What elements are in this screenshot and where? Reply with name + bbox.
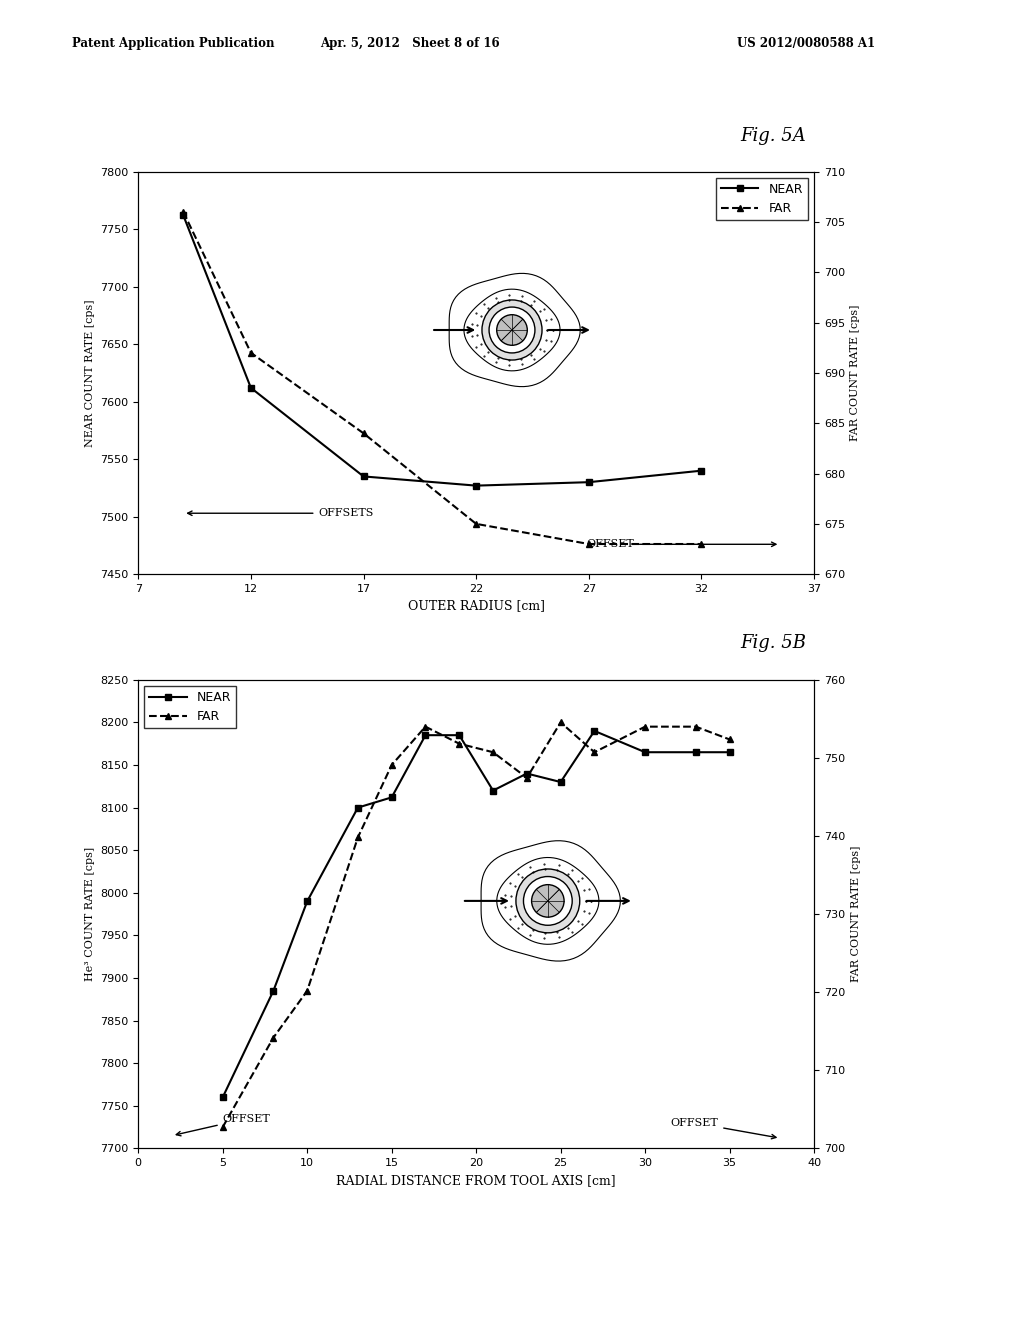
FAR <box>588 744 600 760</box>
X-axis label: RADIAL DISTANCE FROM TOOL AXIS [cm]: RADIAL DISTANCE FROM TOOL AXIS [cm] <box>336 1173 616 1187</box>
Circle shape <box>531 884 564 917</box>
NEAR <box>723 744 735 760</box>
NEAR <box>385 789 397 805</box>
FAR <box>267 1030 280 1045</box>
NEAR <box>520 766 532 781</box>
FAR <box>695 536 708 552</box>
NEAR <box>352 800 365 816</box>
NEAR <box>690 744 702 760</box>
FAR <box>453 735 465 751</box>
Circle shape <box>497 314 527 346</box>
Line: FAR: FAR <box>219 719 733 1130</box>
NEAR <box>301 894 313 909</box>
Text: Apr. 5, 2012   Sheet 8 of 16: Apr. 5, 2012 Sheet 8 of 16 <box>319 37 500 50</box>
NEAR <box>639 744 651 760</box>
Circle shape <box>523 876 572 925</box>
Text: US 2012/0080588 A1: US 2012/0080588 A1 <box>737 37 876 50</box>
NEAR <box>217 1089 229 1105</box>
FAR <box>520 770 532 785</box>
Circle shape <box>516 869 580 933</box>
Circle shape <box>482 300 542 360</box>
Y-axis label: FAR COUNT RATE [cps]: FAR COUNT RATE [cps] <box>851 305 860 441</box>
FAR <box>385 758 397 774</box>
FAR <box>177 203 189 219</box>
NEAR <box>267 983 280 999</box>
NEAR <box>588 723 600 739</box>
FAR <box>639 718 651 734</box>
Text: OFFSETS: OFFSETS <box>187 508 374 519</box>
NEAR <box>487 783 500 799</box>
Legend: NEAR, FAR: NEAR, FAR <box>144 686 237 729</box>
Text: OFFSET: OFFSET <box>671 1118 776 1139</box>
Circle shape <box>489 308 535 352</box>
FAR <box>723 731 735 747</box>
FAR <box>420 718 432 734</box>
NEAR <box>453 727 465 743</box>
NEAR <box>177 207 189 223</box>
FAR <box>690 718 702 734</box>
Line: NEAR: NEAR <box>219 727 733 1101</box>
FAR <box>217 1119 229 1135</box>
Text: Fig. 5A: Fig. 5A <box>740 127 806 145</box>
X-axis label: OUTER RADIUS [cm]: OUTER RADIUS [cm] <box>408 599 545 612</box>
FAR <box>301 983 313 999</box>
Y-axis label: He³ COUNT RATE [cps]: He³ COUNT RATE [cps] <box>85 847 94 981</box>
Text: Patent Application Publication: Patent Application Publication <box>72 37 274 50</box>
FAR <box>357 425 370 441</box>
NEAR <box>583 474 595 490</box>
NEAR <box>695 463 708 479</box>
NEAR <box>470 478 482 494</box>
Legend: NEAR, FAR: NEAR, FAR <box>716 178 808 220</box>
NEAR <box>357 469 370 484</box>
Text: OFFSET: OFFSET <box>176 1114 270 1135</box>
Y-axis label: FAR COUNT RATE [cps]: FAR COUNT RATE [cps] <box>851 846 860 982</box>
Text: OFFSET: OFFSET <box>586 540 776 549</box>
FAR <box>245 345 257 360</box>
NEAR <box>245 380 257 396</box>
NEAR <box>555 774 567 789</box>
Y-axis label: NEAR COUNT RATE [cps]: NEAR COUNT RATE [cps] <box>85 300 94 446</box>
FAR <box>555 714 567 730</box>
FAR <box>352 829 365 845</box>
FAR <box>487 744 500 760</box>
FAR <box>583 536 595 552</box>
Text: Fig. 5B: Fig. 5B <box>740 634 806 652</box>
Line: NEAR: NEAR <box>180 211 705 490</box>
FAR <box>470 516 482 532</box>
NEAR <box>420 727 432 743</box>
Line: FAR: FAR <box>180 209 705 548</box>
